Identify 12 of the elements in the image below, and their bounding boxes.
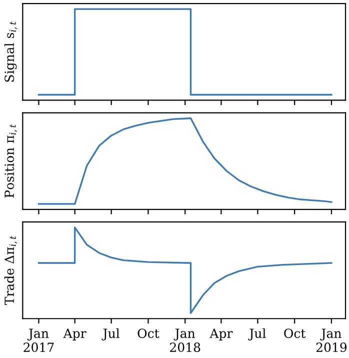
x-tick-label: Apr bbox=[63, 328, 86, 340]
y-axis-title: Position π$_{i,t}$ bbox=[4, 124, 17, 198]
x-tick-label: Jul bbox=[102, 328, 120, 340]
x-tick-label: Jan 2019 bbox=[316, 328, 347, 352]
y-axis-title: Trade Δπ$_{i,t}$ bbox=[4, 236, 18, 305]
y-axis-title: Signal s$_{i,t}$ bbox=[4, 21, 18, 82]
x-tick-label: Jan 2018 bbox=[170, 328, 200, 352]
x-tick-label: Jul bbox=[248, 328, 266, 340]
x-tick-label: Jan 2017 bbox=[24, 328, 54, 352]
x-tick-label: Oct bbox=[284, 328, 306, 338]
x-tick-label: Oct bbox=[138, 328, 160, 338]
x-tick-label: Apr bbox=[210, 328, 233, 340]
